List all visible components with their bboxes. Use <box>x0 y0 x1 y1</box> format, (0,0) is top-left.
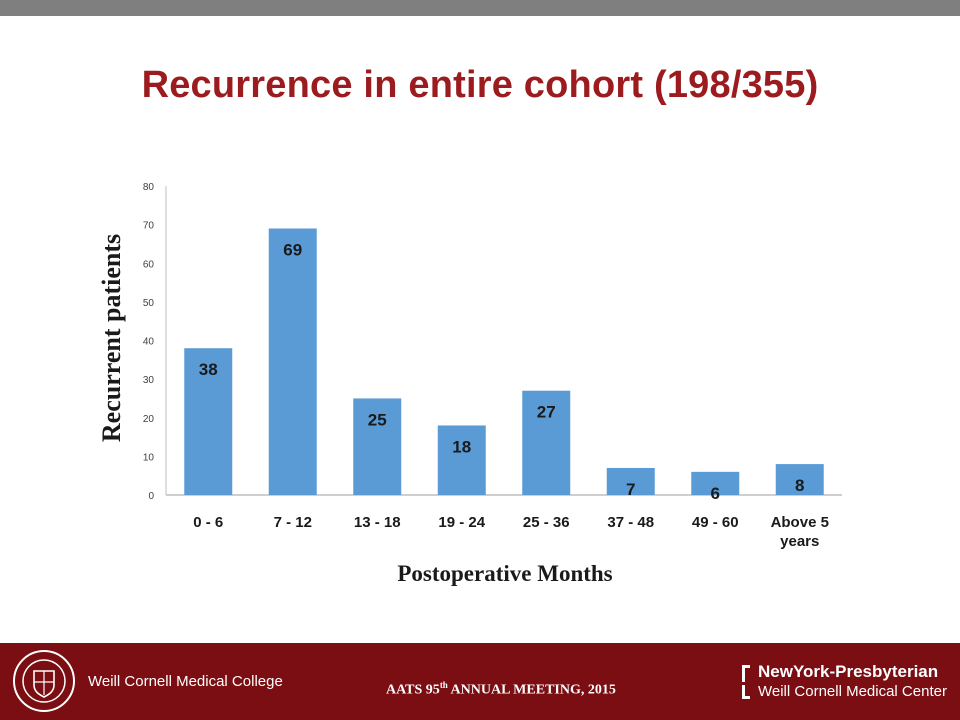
bar <box>437 425 486 495</box>
y-tick-label: 0 <box>148 491 154 502</box>
x-tick-label: 0 - 6 <box>193 514 223 531</box>
bar <box>775 464 824 495</box>
bar <box>522 390 571 495</box>
cornell-seal-icon <box>13 650 75 712</box>
x-tick-label: Above 5 <box>771 514 829 531</box>
x-tick-label: 19 - 24 <box>438 514 485 531</box>
x-tick-label: 37 - 48 <box>607 514 654 531</box>
y-tick-label: 40 <box>143 337 155 348</box>
y-axis-label: Recurrent patients <box>97 233 126 443</box>
bar <box>268 228 317 496</box>
bar <box>606 467 655 495</box>
y-tick-label: 60 <box>143 259 155 270</box>
y-tick-label: 70 <box>143 221 155 232</box>
y-tick-label: 20 <box>143 414 155 425</box>
top-bar <box>0 0 960 16</box>
x-tick-label: 25 - 36 <box>523 514 570 531</box>
institution-name: Weill Cornell Medical College <box>88 673 283 690</box>
nyp-logo-icon <box>742 665 750 699</box>
bar-chart: 0 10 20 30 40 50 60 70 80 38 0 - 6 69 7 - 12 25 13 - 1… <box>143 182 842 550</box>
bar-value-label: 18 <box>452 437 471 456</box>
bar-value-label: 8 <box>795 476 804 495</box>
bar <box>353 398 402 495</box>
meeting-name: AATS 95th ANNUAL MEETING, 2015 <box>386 680 616 698</box>
slide-title: Recurrence in entire cohort (198/355) <box>141 64 819 106</box>
hospital-subtitle: Weill Cornell Medical Center <box>758 683 947 700</box>
bar-value-label: 38 <box>199 360 218 379</box>
bar-value-label: 7 <box>626 480 635 499</box>
x-tick-label: 13 - 18 <box>354 514 401 531</box>
y-tick-label: 50 <box>143 298 155 309</box>
bar-value-label: 69 <box>283 240 302 259</box>
y-tick-label: 10 <box>143 452 155 463</box>
x-tick-label: years <box>780 533 819 550</box>
hospital-name: NewYork-Presbyterian <box>758 662 939 681</box>
y-tick-label: 80 <box>143 182 155 193</box>
x-tick-label: 49 - 60 <box>692 514 739 531</box>
x-tick-label: 7 - 12 <box>274 514 312 531</box>
footer-bar: Weill Cornell Medical College AATS 95th … <box>0 643 960 720</box>
bar-value-label: 25 <box>368 410 387 429</box>
bar-value-label: 27 <box>537 403 556 422</box>
x-axis-label: Postoperative Months <box>397 561 613 586</box>
bar <box>691 471 740 495</box>
y-tick-label: 30 <box>143 375 155 386</box>
bar-value-label: 6 <box>711 484 720 503</box>
bar <box>184 348 233 495</box>
